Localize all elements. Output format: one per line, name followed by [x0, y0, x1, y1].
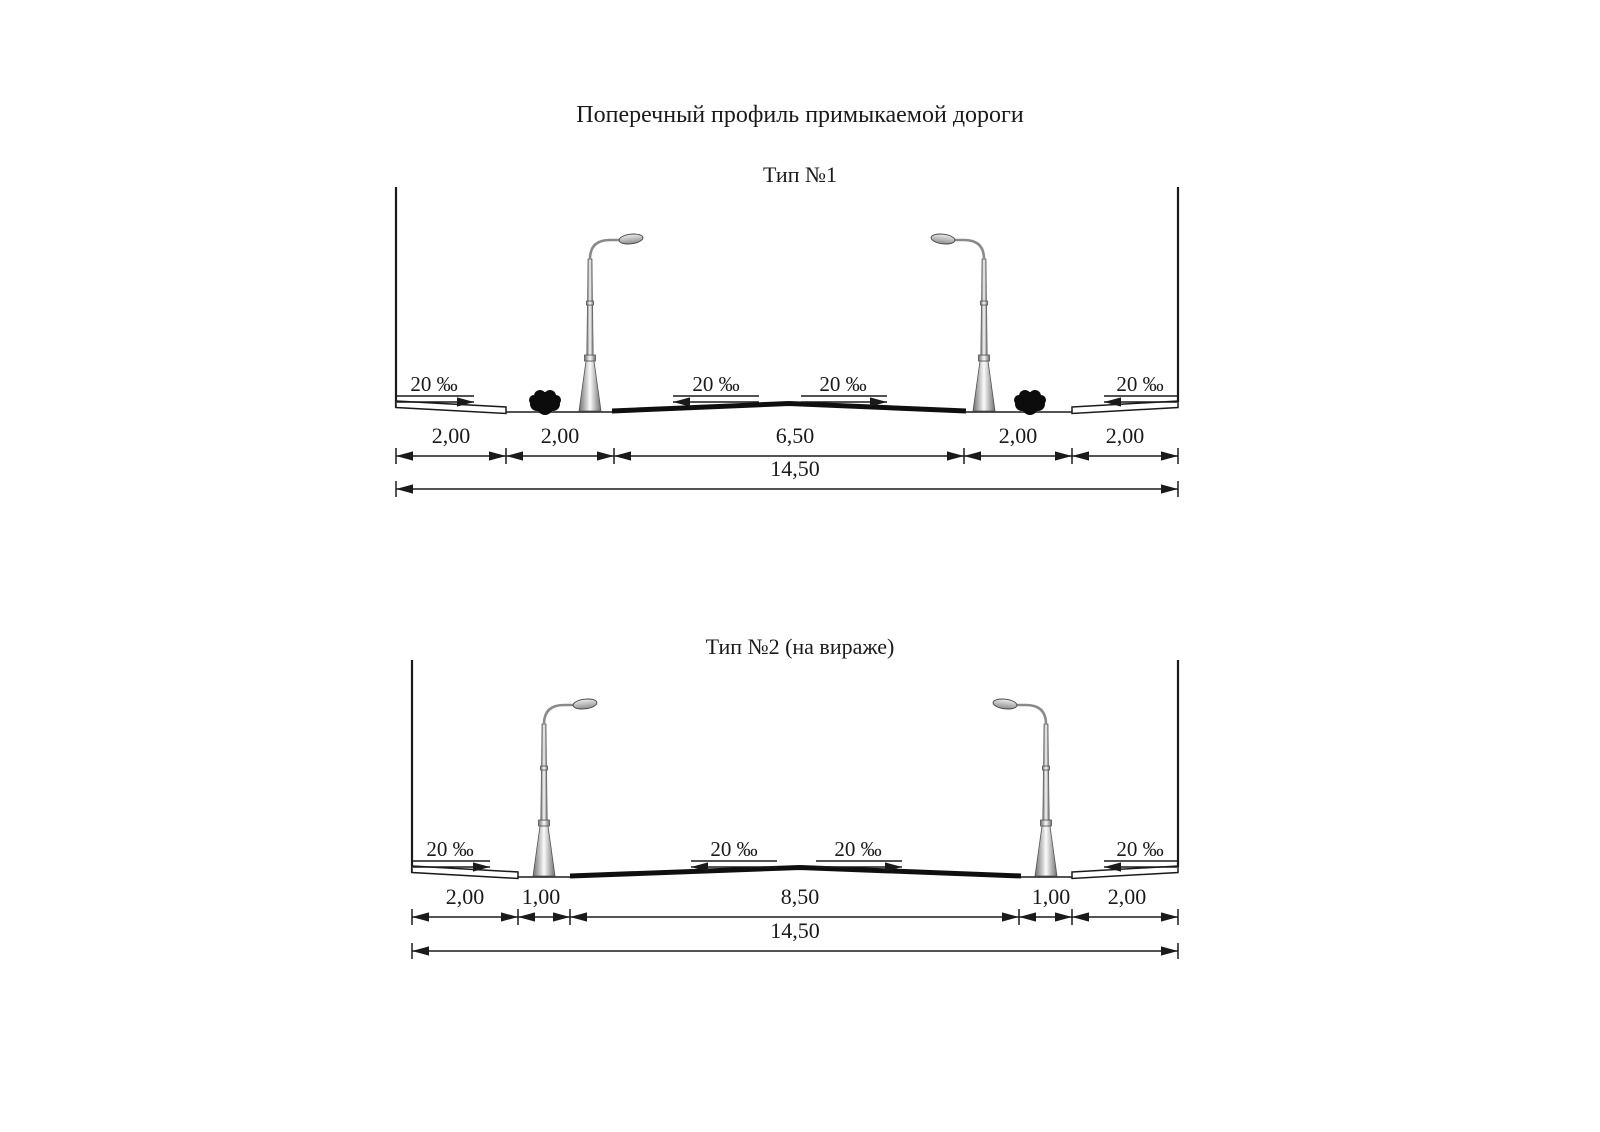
roadway-line	[611, 400, 967, 414]
slope-label: 20 ‰	[834, 837, 881, 861]
dimension-row: 2,00 1,00 8,50 1,00 2,00	[411, 884, 1179, 925]
profile-type2-subtitle: Тип №2 (на вираже)	[706, 634, 895, 659]
sidewalk-slab-left	[395, 400, 507, 415]
slope-label: 20 ‰	[1116, 837, 1163, 861]
drawing-title: Поперечный профиль примыкаемой дороги	[576, 102, 1024, 128]
dimension-label: 2,00	[541, 423, 580, 448]
slope-label: 20 ‰	[819, 372, 866, 396]
dimension-label: 2,00	[432, 423, 471, 448]
dimension-label: 2,00	[1108, 884, 1147, 909]
slope-annotation-lane-left: 20 ‰	[691, 837, 777, 872]
slope-label: 20 ‰	[426, 837, 473, 861]
dimension-label: 1,00	[1032, 884, 1071, 909]
dimension-label: 2,00	[446, 884, 485, 909]
dimension-label: 6,50	[776, 423, 815, 448]
slope-annotation-verge-left: 20 ‰	[397, 372, 474, 407]
slope-annotation-lane-left: 20 ‰	[673, 372, 759, 407]
dimension-label: 1,00	[522, 884, 561, 909]
slope-annotation-lane-right: 20 ‰	[801, 372, 887, 407]
slope-label: 20 ‰	[710, 837, 757, 861]
dimension-label: 8,50	[781, 884, 820, 909]
sidewalk-slab-right	[1071, 400, 1179, 415]
slope-label: 20 ‰	[410, 372, 457, 396]
sidewalk-slab-right	[1071, 865, 1179, 880]
slope-annotation-verge-right: 20 ‰	[1104, 837, 1177, 872]
dimension-row: 2,00 2,00 6,50 2,00 2,00	[395, 423, 1179, 464]
total-dimension-label: 14,50	[770, 918, 820, 943]
profile-type1: Тип №1 20 ‰ 20 ‰ 20 ‰	[394, 162, 1180, 497]
dimension-label: 2,00	[1106, 423, 1145, 448]
roadway-line	[569, 864, 1022, 879]
dimension-label: 2,00	[999, 423, 1038, 448]
profile-type1-subtitle: Тип №1	[763, 162, 837, 187]
total-dimension-label: 14,50	[770, 456, 820, 481]
slope-annotation-lane-right: 20 ‰	[816, 837, 902, 872]
slope-label: 20 ‰	[1116, 372, 1163, 396]
slope-annotation-verge-left: 20 ‰	[413, 837, 490, 872]
total-dimension-row: 14,50	[395, 456, 1179, 497]
slope-label: 20 ‰	[692, 372, 739, 396]
profile-type2: Тип №2 (на вираже) 20 ‰ 20 ‰ 20 ‰	[410, 634, 1180, 959]
total-dimension-row: 14,50	[411, 918, 1179, 959]
slope-annotation-verge-right: 20 ‰	[1104, 372, 1177, 407]
sidewalk-slab-left	[411, 865, 519, 880]
